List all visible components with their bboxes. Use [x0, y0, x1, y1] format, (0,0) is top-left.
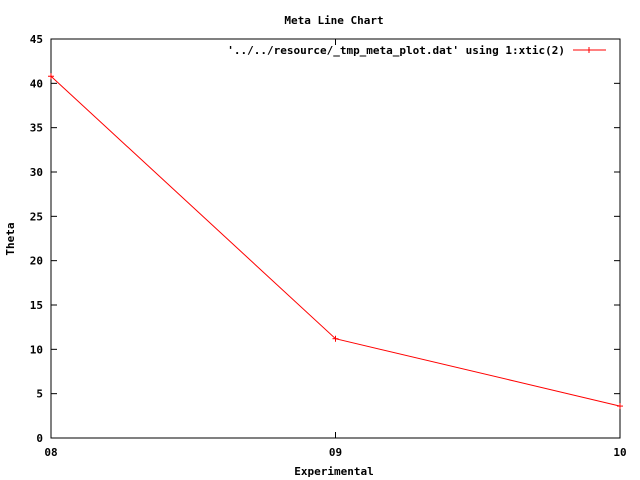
y-tick-label: 35: [30, 122, 43, 135]
chart-title: Meta Line Chart: [284, 14, 383, 27]
data-point: [332, 335, 339, 342]
y-axis-label: Theta: [4, 222, 17, 255]
y-tick-label: 25: [30, 210, 43, 223]
y-tick-label: 40: [30, 77, 43, 90]
legend-label: '../../resource/_tmp_meta_plot.dat' usin…: [227, 44, 565, 57]
y-tick-label: 20: [30, 255, 43, 268]
data-point: [617, 403, 623, 410]
y-tick-label: 30: [30, 166, 43, 179]
legend: '../../resource/_tmp_meta_plot.dat' usin…: [227, 44, 606, 57]
x-tick-label: 09: [329, 446, 342, 459]
x-axis: 08 09 10: [44, 39, 627, 459]
plot-frame: [50, 38, 621, 439]
x-tick-label: 10: [613, 446, 626, 459]
y-axis: 0 5 10 15 20 25 30 35 40 45: [30, 33, 620, 445]
y-tick-label: 0: [36, 432, 43, 445]
data-point: [48, 73, 54, 80]
plot-border: [50, 38, 621, 439]
series-line: [50, 75, 621, 407]
y-tick-label: 45: [30, 33, 43, 46]
y-tick-label: 15: [30, 299, 43, 312]
series-layer: [48, 73, 623, 410]
y-tick-label: 5: [36, 388, 43, 401]
x-axis-label: Experimental: [294, 465, 373, 478]
y-tick-label: 10: [30, 343, 43, 356]
x-tick-label: 08: [44, 446, 57, 459]
